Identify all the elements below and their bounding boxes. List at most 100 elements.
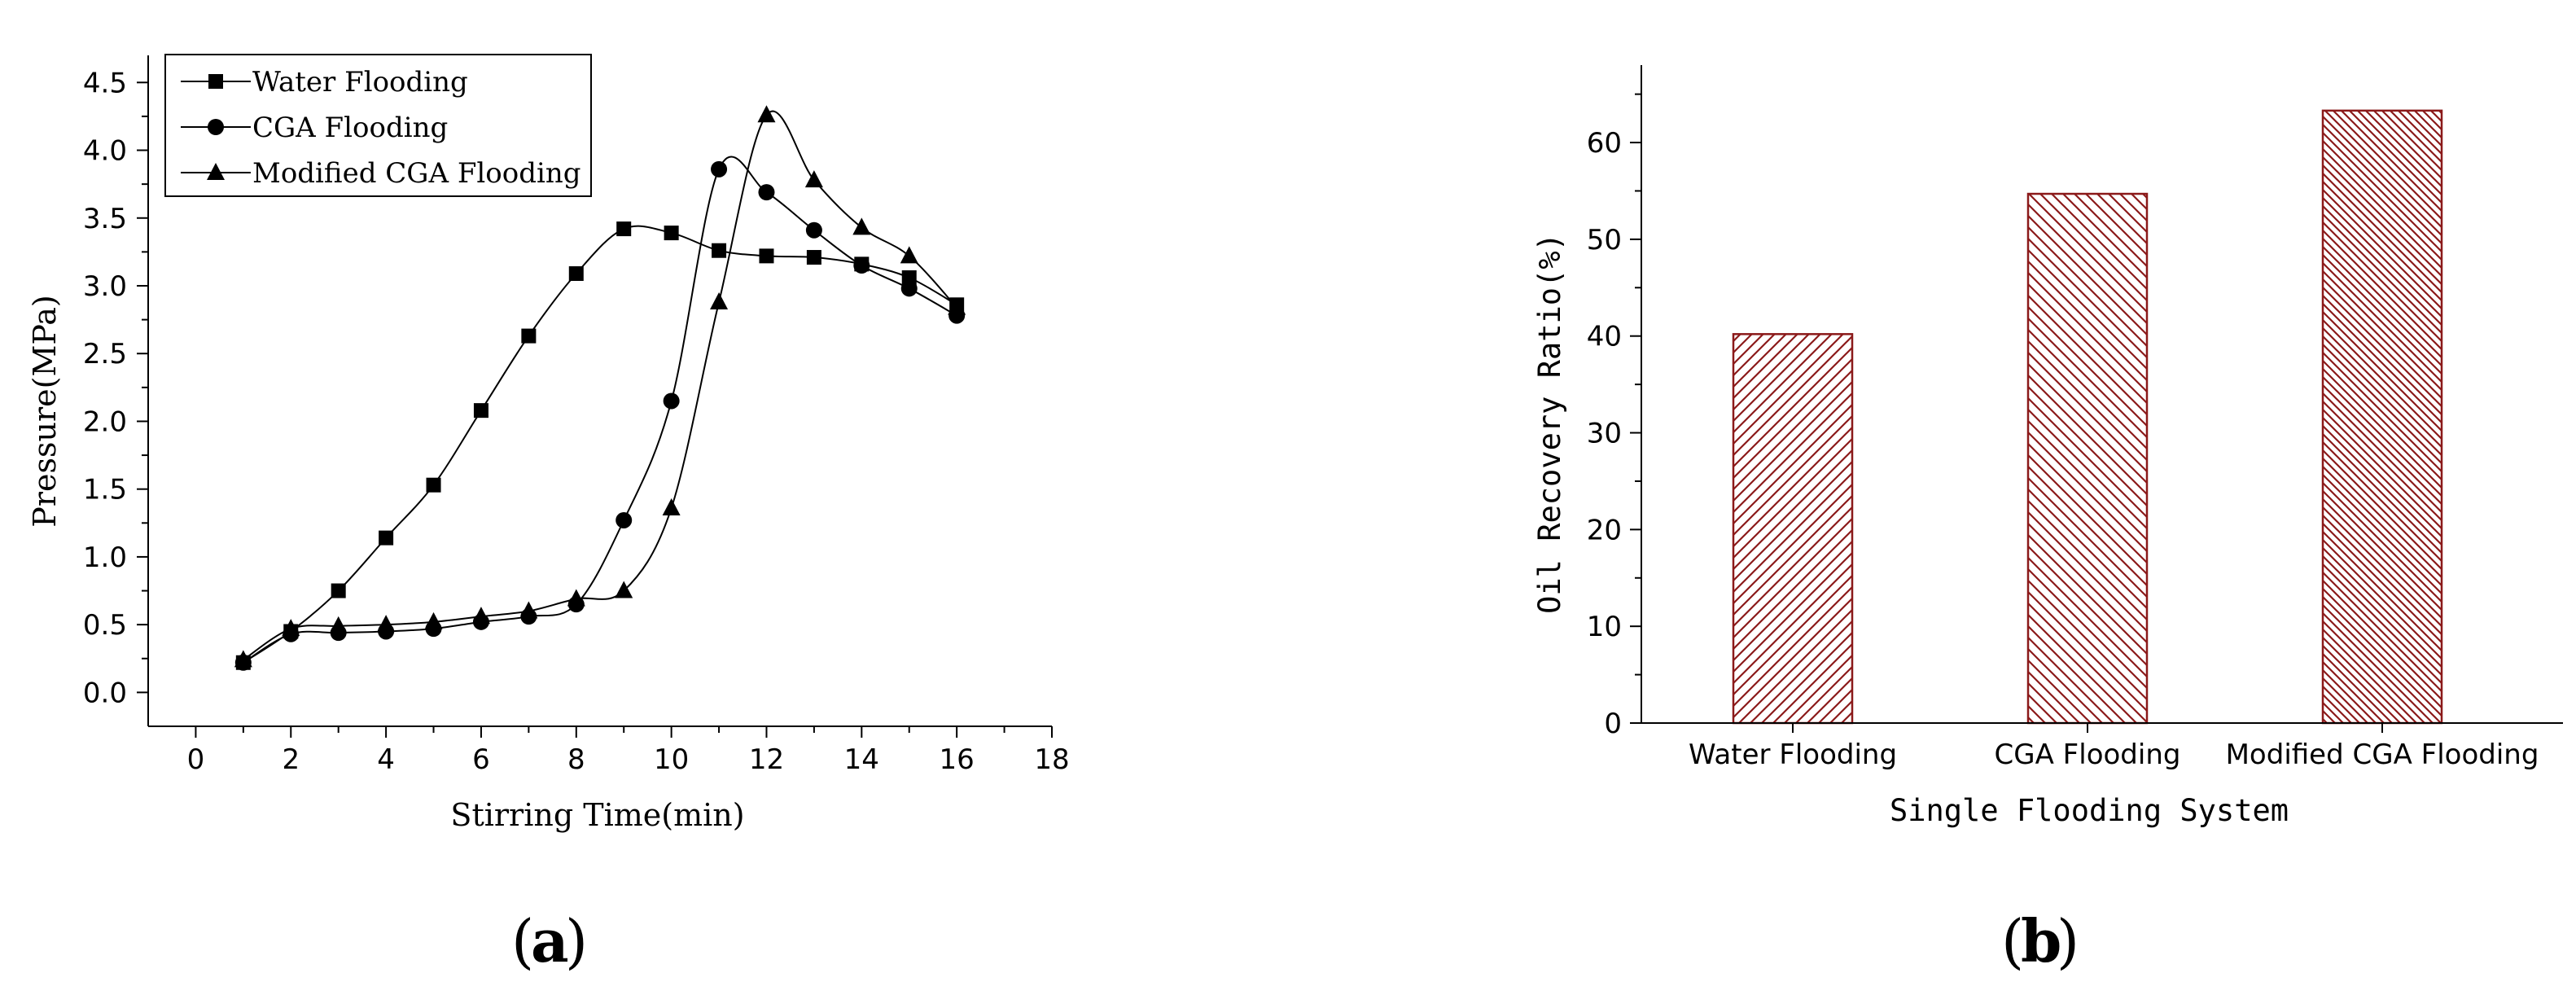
- data-point: [377, 615, 396, 633]
- y-tick-label: 20: [1587, 514, 1622, 546]
- data-point: [519, 601, 538, 619]
- svg-text:(: (: [2001, 907, 2024, 975]
- y-tick-label: 1.5: [83, 474, 127, 506]
- svg-text:): ): [565, 907, 588, 975]
- x-tick-label: CGA Flooding: [1995, 739, 2181, 771]
- legend-label: CGA Flooding: [252, 112, 448, 144]
- panel-label-a-letter: a: [531, 906, 569, 975]
- y-tick-label: 0: [1604, 708, 1622, 740]
- y-tick-label: 0.0: [83, 677, 127, 709]
- recovery-bar-chart: 0 10 20 30 40 50 60 Water Flooding CGA Flooding M…: [1532, 65, 2563, 828]
- series-line: [243, 156, 957, 664]
- y-tick-label: 3.5: [83, 203, 127, 235]
- legend-entry: CGA Flooding: [181, 112, 448, 144]
- bar: [2026, 192, 2149, 725]
- panel-label-a: ( a ): [511, 906, 588, 975]
- data-point: [900, 280, 918, 297]
- x-tick-label: Modified CGA Flooding: [2226, 739, 2539, 771]
- data-point: [662, 498, 681, 515]
- x-tick-label: 18: [1034, 743, 1069, 776]
- bar-chart-y-axis-title: Oil Recovery Ratio(%): [1532, 233, 1567, 614]
- panel-label-b: ( b ): [2001, 906, 2079, 975]
- data-point: [616, 511, 633, 528]
- x-tick-label: 2: [282, 743, 300, 776]
- data-point: [616, 221, 632, 237]
- data-point: [712, 243, 727, 258]
- line-chart-series: [234, 105, 966, 671]
- data-point: [664, 226, 679, 241]
- series-triangle: [234, 105, 966, 668]
- data-point: [759, 248, 774, 264]
- x-tick-label: 14: [844, 743, 879, 776]
- data-point: [567, 589, 585, 607]
- data-point: [806, 250, 821, 265]
- legend-marker: [208, 74, 223, 89]
- data-point: [424, 611, 443, 629]
- y-tick-label: 4.0: [83, 135, 127, 168]
- legend-marker: [208, 119, 224, 135]
- data-point: [282, 619, 300, 637]
- bar: [2321, 109, 2443, 725]
- bar-chart-x-axis-title: Single Flooding System: [1890, 793, 2289, 828]
- line-chart-legend: Water Flooding CGA Flooding Modified CGA F…: [164, 54, 592, 197]
- data-point: [805, 221, 822, 239]
- svg-text:): ): [2057, 907, 2079, 975]
- data-point: [710, 291, 729, 309]
- legend-label: Water Flooding: [252, 66, 468, 99]
- data-point: [853, 257, 870, 274]
- x-tick-label: 4: [377, 743, 395, 776]
- data-point: [521, 328, 537, 344]
- data-point: [234, 650, 252, 668]
- data-point: [948, 297, 966, 315]
- data-point: [426, 477, 441, 493]
- bar: [1732, 333, 1854, 725]
- x-tick-label: 10: [654, 743, 689, 776]
- data-point: [568, 266, 584, 282]
- data-point: [757, 105, 776, 123]
- legend-marker: [207, 163, 225, 180]
- data-point: [331, 583, 346, 598]
- series-line: [243, 225, 957, 664]
- panel-label-b-letter: b: [2021, 906, 2061, 975]
- line-chart-ticks: 0 2 4 6 8 10 12 14 16 18 0.0 0.5 1.0 1.5 2.0 2.5 3.0 3.5 4…: [83, 67, 1070, 776]
- y-tick-label: 30: [1587, 418, 1622, 450]
- x-tick-label: 0: [187, 743, 205, 776]
- data-point: [758, 184, 775, 201]
- x-tick-label: 16: [940, 743, 975, 776]
- data-point: [473, 403, 488, 419]
- data-point: [852, 217, 871, 235]
- data-point: [379, 530, 394, 546]
- y-tick-label: 60: [1587, 127, 1622, 160]
- bar-chart-axes: [1641, 65, 2563, 724]
- x-tick-label: 6: [472, 743, 490, 776]
- x-tick-label: 8: [567, 743, 585, 776]
- y-tick-label: 3.0: [83, 270, 127, 303]
- data-point: [711, 160, 728, 178]
- pressure-line-chart: 0 2 4 6 8 10 12 14 16 18 0.0 0.5 1.0 1.5 2.0 2.5 3.0 3.5 4…: [27, 54, 1070, 833]
- data-point: [615, 581, 633, 598]
- y-tick-label: 10: [1587, 611, 1622, 643]
- legend-label: Modified CGA Flooding: [252, 157, 581, 190]
- data-point: [471, 607, 490, 625]
- y-tick-label: 2.5: [83, 338, 127, 370]
- data-point: [329, 616, 348, 633]
- line-chart-y-axis-title: Pressure(MPa): [27, 295, 63, 527]
- svg-text:(: (: [511, 907, 534, 975]
- y-tick-label: 50: [1587, 224, 1622, 256]
- data-point: [900, 246, 918, 264]
- y-tick-label: 1.0: [83, 541, 127, 574]
- legend-entry: Modified CGA Flooding: [181, 157, 581, 190]
- y-tick-label: 2.0: [83, 405, 127, 438]
- y-tick-label: 40: [1587, 321, 1622, 353]
- bar-chart-ticks: 0 10 20 30 40 50 60 Water Flooding CGA Flooding M…: [1587, 93, 2539, 771]
- y-tick-label: 0.5: [83, 609, 127, 642]
- x-tick-label: Water Flooding: [1689, 739, 1897, 771]
- x-tick-label: 12: [749, 743, 784, 776]
- bar-chart-bars: [1732, 109, 2443, 725]
- series-square: [235, 221, 965, 670]
- data-point: [804, 170, 823, 188]
- data-point: [663, 392, 680, 410]
- legend-entry: Water Flooding: [181, 66, 468, 99]
- line-chart-axes: [147, 55, 1052, 727]
